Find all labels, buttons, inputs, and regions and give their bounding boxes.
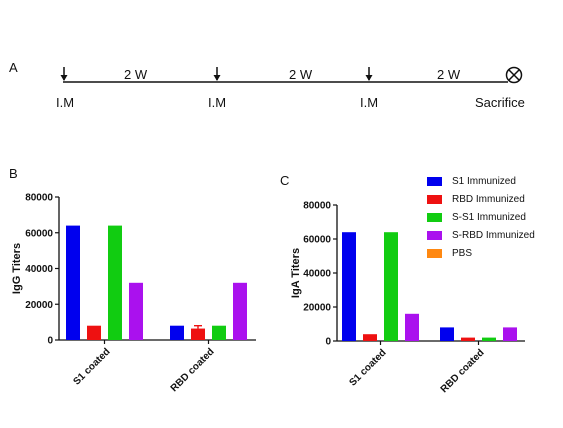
x-tick-label: S1 coated bbox=[71, 346, 112, 387]
x-tick-label: RBD coated bbox=[439, 347, 487, 395]
y-tick-label: 60000 bbox=[25, 228, 53, 239]
down-arrow-icon bbox=[214, 67, 221, 81]
y-tick-label: 80000 bbox=[25, 193, 53, 204]
y-axis-label: IgA Titers bbox=[290, 248, 302, 298]
y-tick-label: 20000 bbox=[25, 300, 53, 311]
injection-label-2: I.M bbox=[208, 95, 226, 110]
legend-swatch-ss1 bbox=[427, 213, 442, 222]
bar-rbd-immunized-s1-coated bbox=[87, 326, 101, 340]
bar-rbd-immunized-s1-coated bbox=[363, 334, 377, 341]
bar-s-rbd-immunized-s1-coated bbox=[129, 283, 143, 340]
y-tick-label: 80000 bbox=[303, 201, 331, 212]
bar-s1-immunized-rbd-coated bbox=[440, 327, 454, 341]
legend-label-srbd: S-RBD Immunized bbox=[452, 230, 535, 241]
bar-s-s1-immunized-rbd-coated bbox=[482, 338, 496, 341]
legend-label-s1: S1 Immunized bbox=[452, 176, 516, 187]
down-arrow-icon bbox=[366, 67, 373, 81]
bar-s-rbd-immunized-rbd-coated bbox=[233, 283, 247, 340]
bar-rbd-immunized-rbd-coated bbox=[191, 329, 205, 340]
bar-s1-immunized-s1-coated bbox=[342, 232, 356, 341]
legend-label-rbd: RBD Immunized bbox=[452, 194, 525, 205]
panel-label-b: B bbox=[9, 166, 18, 181]
x-tick-label: RBD coated bbox=[169, 346, 217, 394]
legend-swatch-s1 bbox=[427, 177, 442, 186]
down-arrow-icon bbox=[61, 67, 68, 81]
igg-chart: 0 20000 40000 60000 80000 IgG Titers S1 coated… bbox=[0, 188, 270, 418]
x-tick-label: S1 coated bbox=[347, 347, 388, 388]
bar-s1-immunized-rbd-coated bbox=[170, 326, 184, 340]
legend-label-ss1: S-S1 Immunized bbox=[452, 212, 526, 223]
injection-label-3: I.M bbox=[360, 95, 378, 110]
circled-x-icon bbox=[507, 68, 522, 83]
y-tick-label: 0 bbox=[325, 337, 331, 348]
y-tick-label: 40000 bbox=[303, 269, 331, 280]
bar-s-s1-immunized-rbd-coated bbox=[212, 326, 226, 340]
interval-label-1: 2 W bbox=[124, 67, 147, 82]
sacrifice-label: Sacrifice bbox=[475, 95, 525, 110]
legend-item-ss1: S-S1 Immunized bbox=[427, 212, 526, 223]
legend-item-rbd: RBD Immunized bbox=[427, 194, 525, 205]
legend-item-srbd: S-RBD Immunized bbox=[427, 230, 535, 241]
legend: S1 Immunized RBD Immunized S-S1 Immunize… bbox=[427, 176, 563, 266]
bar-rbd-immunized-rbd-coated bbox=[461, 338, 475, 341]
legend-swatch-pbs bbox=[427, 249, 442, 258]
bar-s-rbd-immunized-s1-coated bbox=[405, 314, 419, 341]
legend-swatch-rbd bbox=[427, 195, 442, 204]
legend-item-s1: S1 Immunized bbox=[427, 176, 516, 187]
interval-label-3: 2 W bbox=[437, 67, 460, 82]
bar-s-s1-immunized-s1-coated bbox=[108, 226, 122, 340]
y-tick-label: 60000 bbox=[303, 235, 331, 246]
y-axis-label: IgG Titers bbox=[11, 243, 23, 294]
injection-label-1: I.M bbox=[56, 95, 74, 110]
panel-label-c: C bbox=[280, 173, 289, 188]
bar-s1-immunized-s1-coated bbox=[66, 226, 80, 340]
y-tick-label: 0 bbox=[47, 336, 53, 347]
legend-swatch-srbd bbox=[427, 231, 442, 240]
interval-label-2: 2 W bbox=[289, 67, 312, 82]
y-tick-label: 40000 bbox=[25, 264, 53, 275]
y-tick-label: 20000 bbox=[303, 303, 331, 314]
bar-s-rbd-immunized-rbd-coated bbox=[503, 327, 517, 341]
bar-s-s1-immunized-s1-coated bbox=[384, 232, 398, 341]
legend-label-pbs: PBS bbox=[452, 248, 472, 259]
legend-item-pbs: PBS bbox=[427, 248, 472, 259]
